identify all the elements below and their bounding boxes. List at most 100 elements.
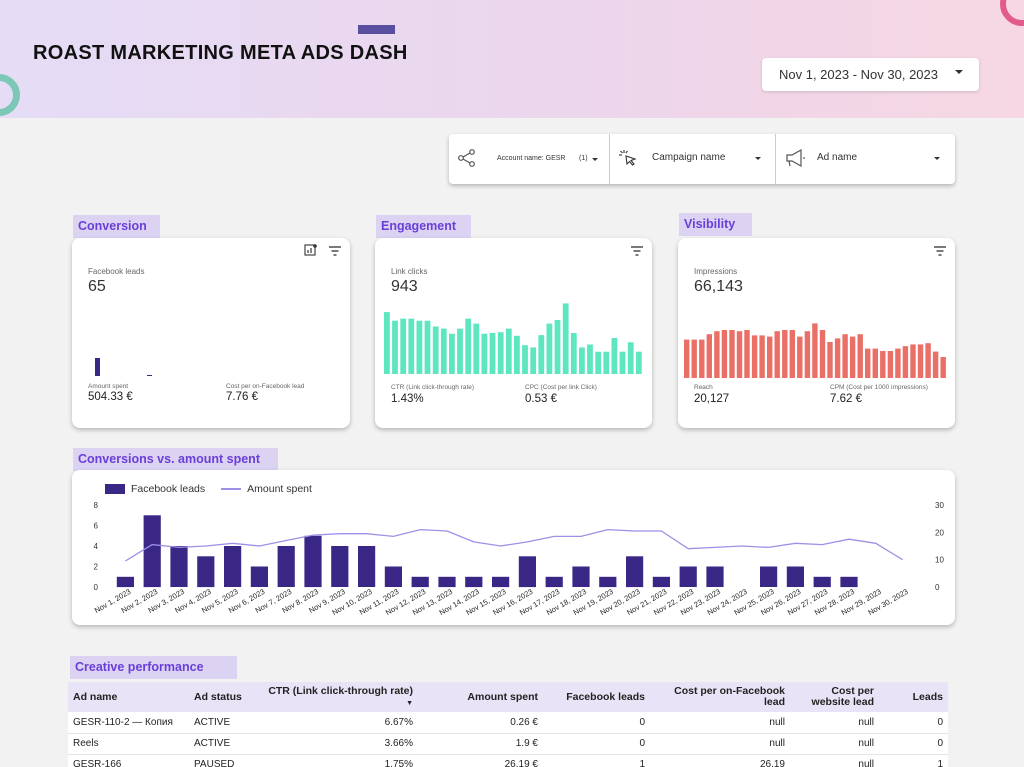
y2-axis-tick-label: 20 [935,528,944,537]
kpi-sub-value: 7.76 € [226,391,258,403]
table-row[interactable]: GESR-166 PAUSED 1.75% 26.19 € 1 26.19 nu… [68,754,948,767]
sparkline-bar [887,351,894,378]
chart-bar [599,576,617,588]
sparkline-bar [744,330,750,378]
kpi-sub-label: Amount spent [88,383,129,390]
sparkline-bar [729,330,735,378]
page-title: ROAST MARKETING META ADS DASH [33,42,408,64]
y-axis-tick-label: 0 [94,583,99,592]
sparkline-bar [714,331,720,378]
table-cell: 6.67% [258,712,418,734]
date-range-value: Nov 1, 2023 - Nov 30, 2023 [779,67,938,82]
column-header-ctr-label: CTR (Link click-through rate) [268,684,413,697]
column-header-ad-name[interactable]: Ad name [73,690,118,703]
date-range-picker[interactable]: Nov 1, 2023 - Nov 30, 2023 [762,58,979,91]
chart-bar [304,535,322,588]
table-row[interactable]: Reels ACTIVE 3.66% 1.9 € 0 null null 0 [68,733,948,755]
kpi-label: Link clicks [391,267,428,276]
sparkline-bar [917,344,924,378]
megaphone-icon [786,148,805,168]
sparkline-bar [505,328,512,374]
table-cell: 0 [543,712,650,734]
sparkline-bar [392,320,398,374]
sparkline-bar [595,351,602,374]
legend-label-line: Amount spent [247,483,312,495]
chart-bar [170,546,188,587]
chart-bar [760,566,778,587]
sparkline-bar [635,351,642,374]
y-axis-tick-label: 8 [94,501,99,510]
chart-bar [143,515,161,588]
sparkline-bar [684,339,690,378]
kpi-sub-label: CPC (Cost per link Click) [525,384,597,391]
table-cell: ACTIVE [189,733,258,755]
sparkline-bar [910,344,916,378]
kpi-sub-label: Reach [694,384,713,391]
column-header-amount-spent[interactable]: Amount spent [467,690,538,703]
table-cell: 1.9 € [418,733,543,755]
column-header-cost-per-fb-lead[interactable]: Cost per on-Facebook lead [674,685,785,708]
table-cell: 1 [879,754,948,767]
section-tag-visibility: Visibility [679,213,752,236]
column-header-cost-per-web-lead[interactable]: Cost per website lead [811,685,874,708]
y2-axis-tick-label: 10 [935,556,944,565]
account-name-filter[interactable]: Account name: GESR (1) [449,134,610,184]
creative-performance-table: Ad name Ad status CTR (Link click-throug… [68,682,948,767]
chart-bar [813,576,831,588]
sparkline-bar [400,318,407,374]
table-row[interactable]: GESR-110-2 — Копия ACTIVE 6.67% 0.26 € 0… [68,712,948,734]
sparkline-bar [424,320,431,374]
sparkline-bar [497,332,504,374]
table-cell: 26.19 € [418,754,543,767]
table-cell: 0.26 € [418,712,543,734]
table-cell: 1.75% [258,754,418,767]
sparkline-bar [538,335,545,374]
column-header-facebook-leads[interactable]: Facebook leads [566,690,645,703]
kpi-sub-label: Cost per on-Facebook lead [226,383,305,390]
table-cell: null [790,733,879,755]
sparkline-bar [587,344,593,374]
section-tag-creative: Creative performance [70,656,237,679]
sparkline-bar [546,323,553,374]
table-cell: 0 [879,733,948,755]
chart-bar [706,566,724,587]
campaign-name-filter[interactable]: Campaign name [610,134,776,184]
sparkline-bar [774,331,780,378]
table-cell: 3.66% [258,733,418,755]
y2-axis-tick-label: 30 [935,501,944,510]
column-header-leads[interactable]: Leads [912,690,943,703]
sparkline-bar [849,336,856,378]
chart-bar [572,566,590,587]
kpi-sub-value: 504.33 € [88,391,133,403]
sparkline-bar [827,342,833,378]
link-clicks-sparkline [384,303,642,374]
table-cell: PAUSED [189,754,258,767]
sparkline-bar [147,375,152,376]
sparkline-bar [562,303,569,374]
column-header-ad-status[interactable]: Ad status [194,690,242,703]
table-cell: 1 [543,754,650,767]
sparkline-bar [473,323,480,374]
kpi-value: 66,143 [694,278,743,295]
sparkline-bar [767,336,773,378]
chart-bar [411,576,429,588]
sparkline-bar [834,338,841,378]
filter-icon[interactable] [630,245,644,257]
filter-icon[interactable] [328,245,342,257]
sparkline-bar [440,328,447,374]
filter-icon[interactable] [933,245,947,257]
kpi-sub-value: 0.53 € [525,393,557,405]
y2-axis-tick-label: 0 [935,583,940,592]
sparkline-bar [579,347,585,374]
chart-explore-icon[interactable] [304,244,318,256]
sparkline-bar [721,330,728,378]
chart-bar [116,576,134,588]
sparkline-bar [706,334,712,378]
table-cell: 0 [879,712,948,734]
table-cell: 0 [543,733,650,755]
chart-bar [465,576,483,588]
sparkline-bar [514,335,520,374]
table-cell: ACTIVE [189,712,258,734]
ad-name-filter[interactable]: Ad name [776,134,955,184]
column-header-ctr[interactable]: CTR (Link click-through rate) ▼ [258,682,418,712]
